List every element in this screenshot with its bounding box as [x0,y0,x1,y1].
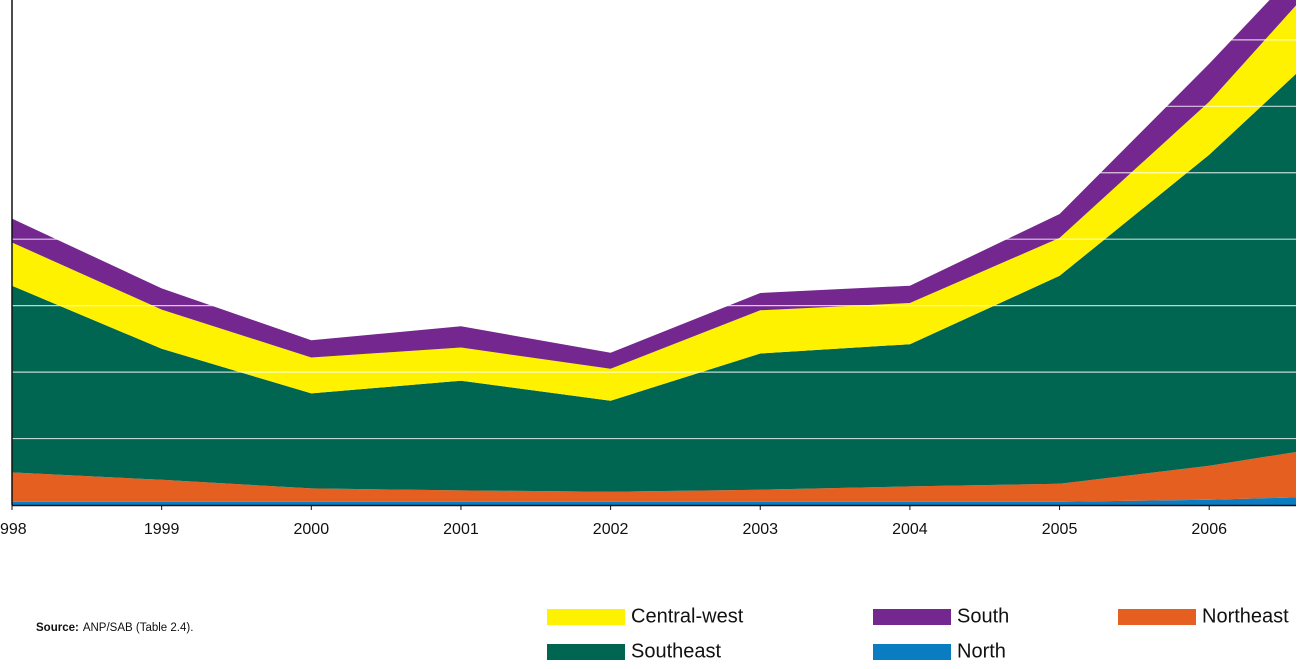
legend-label: Central-west [631,605,744,627]
legend-swatch [873,644,951,660]
x-tick-label: 2004 [892,521,928,538]
legend-label: Northeast [1202,605,1289,627]
source-text: ANP/SAB (Table 2.4). [83,622,194,634]
x-tick-label: 2006 [1191,521,1227,538]
source-label: Source: [36,622,79,634]
x-tick-label: 1999 [144,521,180,538]
legend-label: North [957,640,1006,662]
legend-swatch [547,644,625,660]
x-tick-label: 2003 [742,521,778,538]
legend-swatch [547,609,625,625]
area [12,5,1296,401]
x-tick-label: 2002 [593,521,629,538]
legend-swatch [1118,609,1196,625]
x-tick-label: 2005 [1042,521,1078,538]
legend-swatch [873,609,951,625]
x-tick-label: 2001 [443,521,479,538]
area [12,497,1296,505]
plot-area [12,0,1296,505]
source: Source: ANP/SAB (Table 2.4). [36,622,193,634]
x-tick-label: 2000 [294,521,330,538]
legend-label: South [957,605,1009,627]
area [12,73,1296,492]
area [12,451,1296,502]
legend-label: Southeast [631,640,722,662]
x-tick-label: 998 [0,521,27,538]
